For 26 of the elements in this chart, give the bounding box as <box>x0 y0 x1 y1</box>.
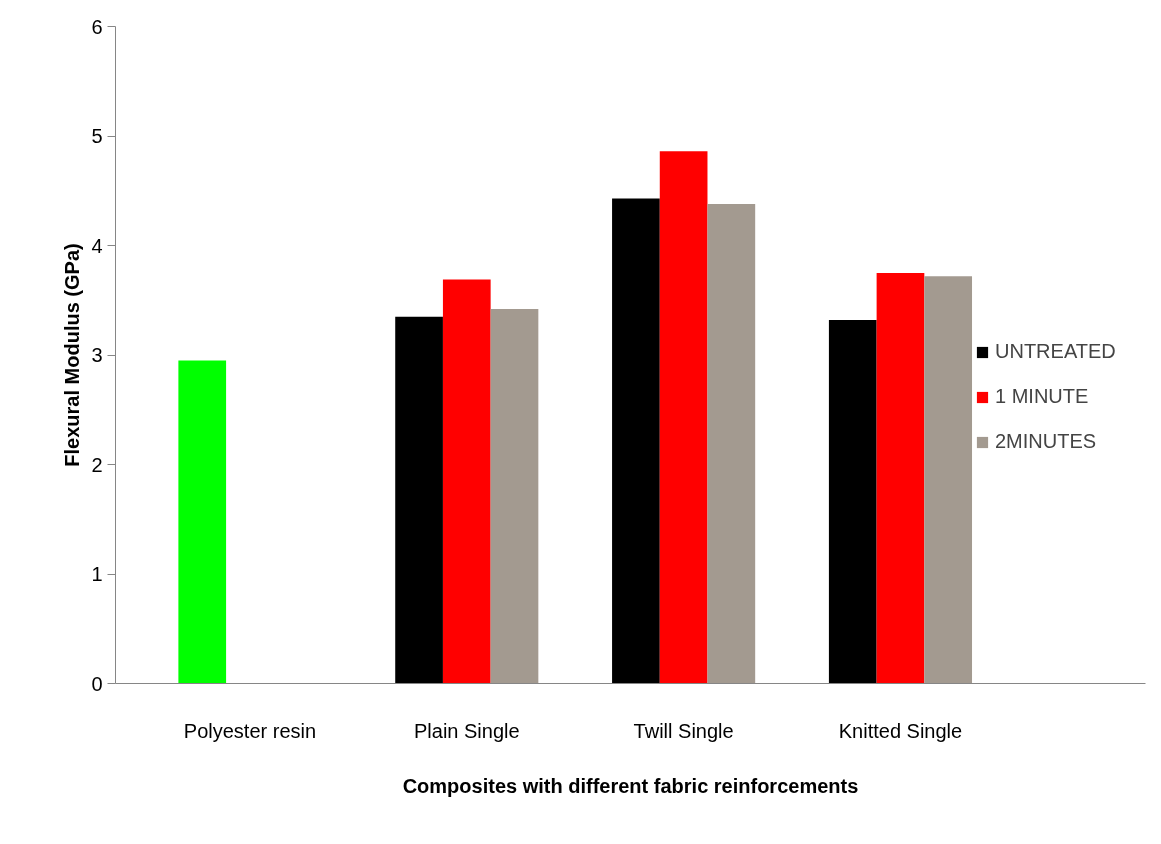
y-tick-label: 3 <box>91 344 103 366</box>
bar <box>442 279 491 684</box>
bar <box>707 203 756 684</box>
y-tick-label: 2 <box>91 453 103 476</box>
bar <box>828 319 877 684</box>
y-tick-label: 1 <box>91 563 103 585</box>
bar <box>612 198 660 684</box>
x-tick-label: Polyester resin <box>183 719 317 742</box>
bar <box>659 151 708 684</box>
y-tick-label: 4 <box>91 234 103 257</box>
x-tick-label: Knitted Single <box>838 719 963 742</box>
bar <box>876 272 925 684</box>
x-axis-title: Composites with different fabric reinforcements <box>402 774 859 797</box>
x-tick-label: Twill Single <box>633 719 734 742</box>
y-axis-title: Flexural Modulus (GPa) <box>61 243 84 467</box>
legend-label: UNTREATED <box>995 340 1116 363</box>
y-tick-label: 0 <box>91 672 103 695</box>
y-tick-label: 6 <box>91 15 103 38</box>
bar <box>178 360 227 684</box>
bar <box>490 309 539 684</box>
legend-label: 2MINUTES <box>995 430 1097 453</box>
y-tick-label: 5 <box>91 125 103 147</box>
legend-label: 1 MINUTE <box>995 385 1089 408</box>
bar <box>395 316 443 684</box>
bar <box>924 276 973 684</box>
x-tick-label: Plain Single <box>413 719 520 742</box>
